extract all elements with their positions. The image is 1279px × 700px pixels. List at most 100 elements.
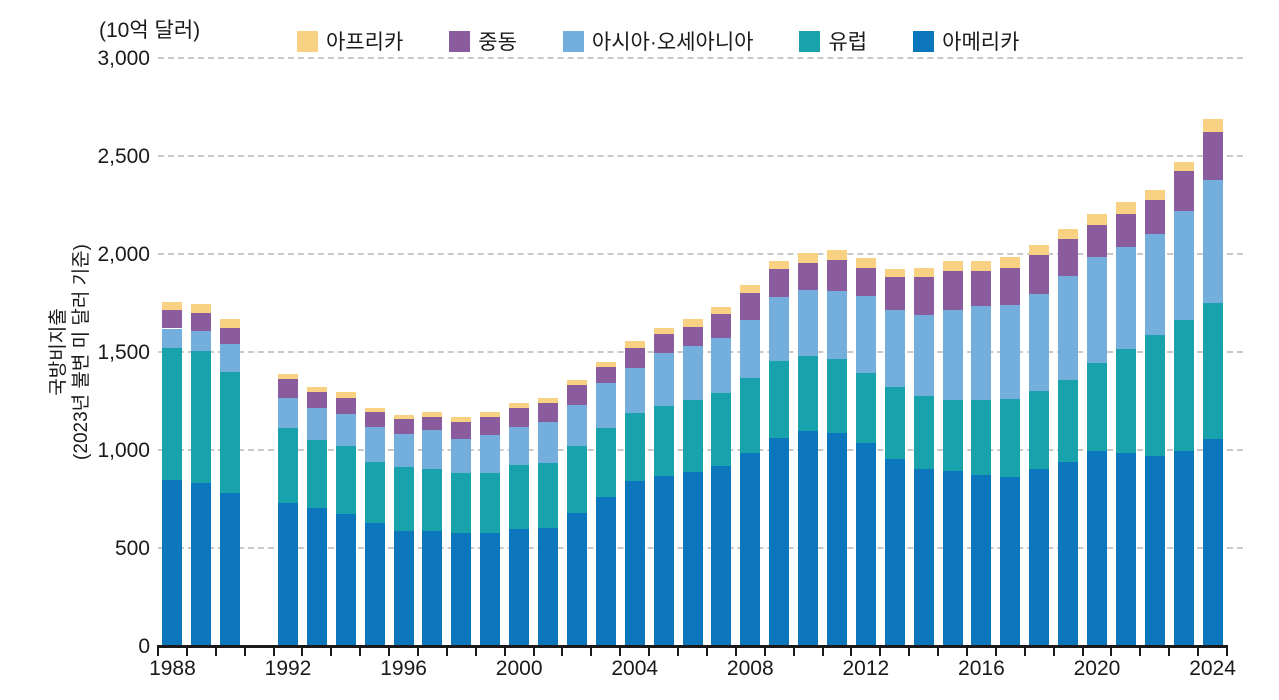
x-axis-tick	[1139, 648, 1142, 656]
bar-segment-1990-유럽	[220, 371, 241, 494]
bar-segment-2000-아프리카	[509, 403, 530, 408]
x-axis-tick	[677, 648, 680, 656]
bar-segment-2001-아프리카	[538, 397, 559, 403]
x-axis-tick	[1168, 648, 1171, 656]
x-tick-label-2000: 2000	[495, 657, 543, 680]
bar-segment-2016-아프리카	[971, 260, 992, 271]
bar-2021	[1115, 58, 1136, 646]
bar-segment-1999-중동	[480, 416, 501, 435]
bar-segment-1989-아프리카	[191, 304, 212, 313]
bar-segment-2000-유럽	[509, 465, 530, 530]
x-axis-tick	[734, 648, 737, 656]
x-axis-tick	[445, 648, 448, 656]
bar-segment-2007-아시아·오세아니아	[711, 338, 732, 394]
bar-2022	[1144, 58, 1165, 646]
bar-segment-2000-아시아·오세아니아	[509, 426, 530, 466]
x-axis-tick	[272, 648, 275, 656]
bar-segment-2004-아메리카	[624, 480, 645, 646]
bar-1995	[364, 58, 385, 646]
bar-segment-2016-아메리카	[971, 475, 992, 646]
bar-segment-2024-아메리카	[1202, 439, 1223, 646]
bar-segment-2001-중동	[538, 402, 559, 422]
legend-swatch-icon	[913, 30, 935, 52]
x-axis-tick	[705, 648, 708, 656]
bar-2003	[595, 58, 616, 646]
y-tick-label-1,500: 1,500	[97, 341, 150, 364]
bar-segment-2023-중동	[1173, 170, 1194, 211]
bar-segment-2019-유럽	[1058, 380, 1079, 462]
x-axis-tick	[474, 648, 477, 656]
bar-segment-1995-아메리카	[364, 523, 385, 646]
bar-segment-2006-유럽	[682, 400, 703, 472]
bar-segment-2023-아시아·오세아니아	[1173, 210, 1194, 320]
bar-segment-1993-아시아·오세아니아	[306, 407, 327, 441]
bar-segment-2008-아메리카	[740, 452, 761, 646]
bar-segment-2020-아메리카	[1086, 450, 1107, 646]
bar-segment-1993-중동	[306, 392, 327, 408]
bar-segment-2021-중동	[1115, 213, 1136, 247]
bar-segment-1994-중동	[335, 397, 356, 414]
x-axis-tick	[532, 648, 535, 656]
bar-segment-2004-유럽	[624, 413, 645, 481]
bar-segment-1997-아프리카	[422, 411, 443, 417]
bar-segment-2015-아메리카	[942, 470, 963, 646]
bar-segment-2024-아프리카	[1202, 118, 1223, 132]
bar-segment-2024-아시아·오세아니아	[1202, 179, 1223, 304]
x-axis-tick	[185, 648, 188, 656]
bar-segment-1989-유럽	[191, 351, 212, 484]
bar-segment-2005-아시아·오세아니아	[653, 353, 674, 407]
x-axis-tick	[1226, 648, 1228, 656]
bar-segment-2003-아시아·오세아니아	[595, 383, 616, 429]
bar-segment-2010-아메리카	[798, 430, 819, 646]
bar-segment-2019-아프리카	[1058, 229, 1079, 240]
x-tick-label-1996: 1996	[380, 657, 427, 680]
bar-1990	[220, 58, 241, 646]
legend: 아프리카 중동 아시아·오세아니아 유럽 아메리카	[297, 26, 1019, 56]
bar-segment-2017-아시아·오세아니아	[1000, 304, 1021, 400]
x-axis-tick	[821, 648, 824, 656]
legend-swatch-icon	[799, 30, 821, 52]
bar-segment-1997-유럽	[422, 469, 443, 531]
legend-item-2: 아시아·오세아니아	[562, 26, 753, 56]
bar-segment-2023-아프리카	[1173, 161, 1194, 171]
bar-segment-1992-아메리카	[278, 502, 298, 646]
bar-segment-1999-유럽	[480, 472, 501, 534]
bar-2008	[740, 58, 761, 646]
bar-segment-2008-아시아·오세아니아	[740, 320, 761, 379]
bar-segment-2015-중동	[942, 271, 963, 311]
x-axis-tick	[561, 648, 564, 656]
bar-2016	[971, 58, 992, 646]
bar-2004	[624, 58, 645, 646]
x-axis-tick	[301, 648, 304, 656]
x-axis-tick	[1197, 648, 1200, 656]
bar-segment-2013-유럽	[884, 386, 905, 460]
x-axis-tick	[1081, 648, 1084, 656]
bar-2001	[538, 58, 559, 646]
x-axis-tick	[937, 648, 940, 656]
bar-segment-2006-아시아·오세아니아	[682, 345, 703, 401]
bar-segment-2007-아메리카	[711, 466, 732, 646]
bar-1997	[422, 58, 443, 646]
x-axis-tick	[1023, 648, 1026, 656]
bar-2007	[711, 58, 732, 646]
bar-2024	[1202, 58, 1223, 646]
bar-segment-2007-중동	[711, 314, 732, 339]
bar-segment-2011-유럽	[826, 359, 847, 433]
bar-segment-2019-아메리카	[1058, 461, 1079, 646]
bar-segment-1988-아메리카	[162, 480, 183, 646]
bar-segment-2000-아메리카	[509, 529, 530, 646]
bar-2006	[682, 58, 703, 646]
x-axis-tick	[792, 648, 795, 656]
bar-segment-2015-아프리카	[942, 260, 963, 272]
bar-segment-2021-아메리카	[1115, 453, 1136, 646]
bar-segment-1995-중동	[364, 412, 385, 427]
bar-segment-2009-아프리카	[769, 260, 790, 270]
bar-segment-1992-유럽	[278, 428, 298, 503]
bar-segment-2012-중동	[855, 267, 876, 296]
bar-segment-2013-아메리카	[884, 459, 905, 646]
bar-segment-2020-중동	[1086, 225, 1107, 258]
bar-segment-1996-유럽	[393, 466, 414, 531]
bar-segment-2006-중동	[682, 326, 703, 346]
y-axis-title: 국방비지출 (2023년 불변 미 달러 기준)	[47, 172, 93, 532]
x-axis-tick	[763, 648, 766, 656]
